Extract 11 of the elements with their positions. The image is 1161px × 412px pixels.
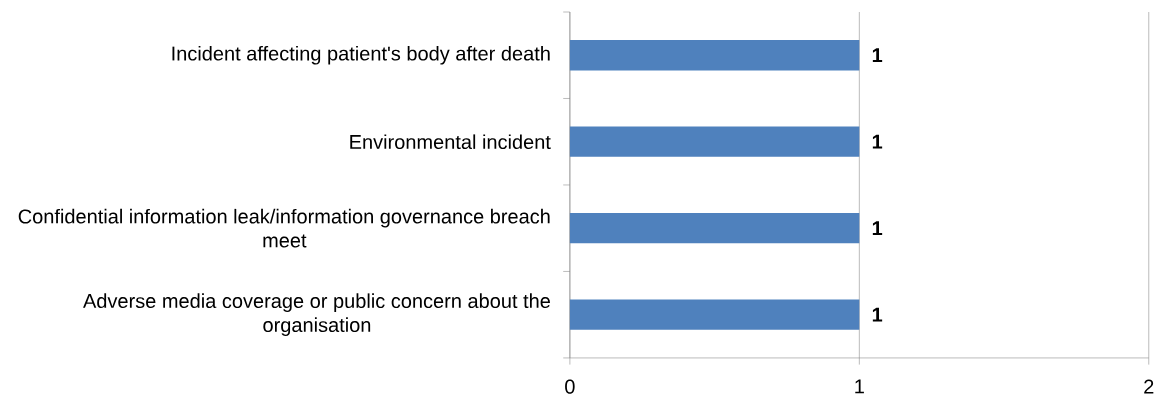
data-label: 1 [872,48,883,63]
y-tick-label: Confidential information leak/information governance breach meet [18,208,550,248]
data-label: 1 [872,307,883,322]
y-tick-label: Environmental incident [350,134,551,150]
y-tick-label: Adverse media coverage or public concern about the organisation [83,293,550,337]
x-tick-label: 0 [565,379,575,394]
x-tick-label: 2 [1144,379,1154,394]
data-label: 1 [872,134,883,149]
data-label: 1 [872,221,883,236]
y-tick-label: Incident affecting patient's body after death [172,45,550,65]
x-tick-label: 1 [855,379,864,394]
